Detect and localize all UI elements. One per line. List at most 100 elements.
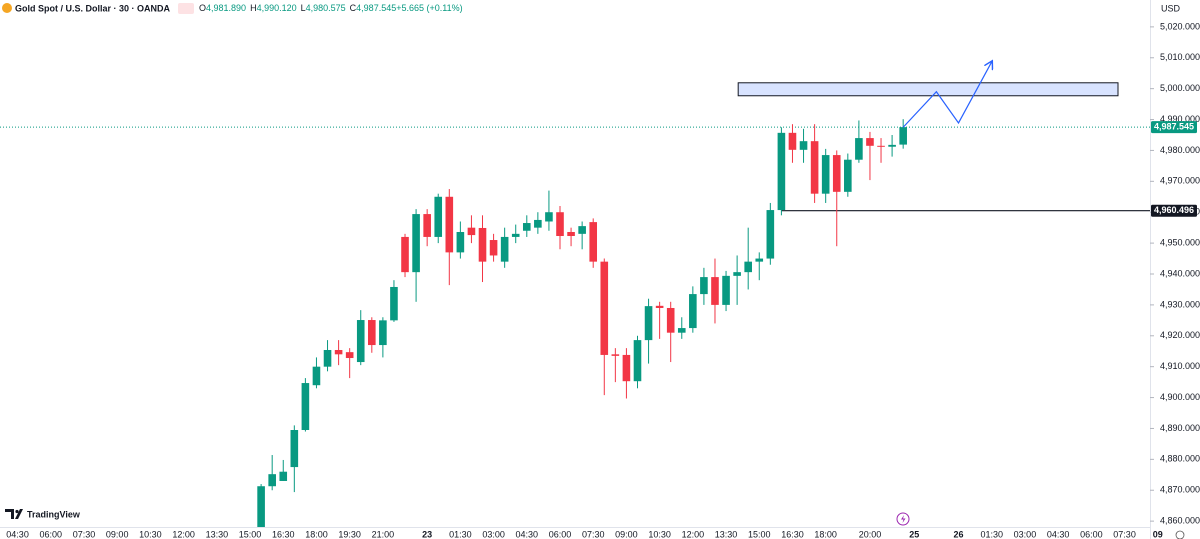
x-tick-label: 03:00 <box>1014 529 1037 539</box>
x-tick-label: 09 <box>1153 529 1163 539</box>
candle-body <box>522 223 531 231</box>
x-tick-label: 01:30 <box>980 529 1003 539</box>
candle-body <box>257 486 265 527</box>
candle-body <box>677 328 686 333</box>
x-tick-label: 18:00 <box>814 529 837 539</box>
candle-body <box>534 219 542 228</box>
x-tick-label: 16:30 <box>781 529 804 539</box>
settings-icon <box>1175 530 1185 539</box>
candle-body <box>855 138 863 160</box>
candle-body <box>489 240 498 256</box>
candle-body <box>711 277 719 305</box>
readout-value: 4,987.545 <box>356 3 396 13</box>
x-tick-label: 09:00 <box>106 529 129 539</box>
y-tick-label: 5,010.000 <box>1160 52 1200 62</box>
x-tick-label: 10:30 <box>648 529 671 539</box>
readout-key: H <box>250 3 257 13</box>
y-tick-label: 4,880.000 <box>1160 454 1200 464</box>
candle-body <box>478 227 487 262</box>
candle-body <box>334 349 343 355</box>
readout-value: 4,980.575 <box>306 3 346 13</box>
readout-key: C <box>350 3 357 13</box>
candle-body <box>666 307 675 333</box>
y-tick-label: 4,980.000 <box>1160 145 1200 155</box>
y-tick-label: 5,020.000 <box>1160 21 1200 31</box>
symbol-badge <box>178 3 194 14</box>
y-tick-label: 4,890.000 <box>1160 423 1200 433</box>
x-tick-label: 15:00 <box>748 529 771 539</box>
candle-body <box>766 210 775 259</box>
candle-body <box>445 196 454 253</box>
candle-body <box>301 383 310 431</box>
x-tick-label: 04:30 <box>516 529 539 539</box>
x-tick-label: 13:30 <box>715 529 738 539</box>
level-tag <box>1151 204 1197 217</box>
candle-body <box>589 222 598 262</box>
currency-label: USD <box>1161 3 1181 13</box>
candle-body <box>611 354 620 356</box>
candle-body <box>744 261 752 273</box>
candle-body <box>788 132 797 150</box>
x-tick-label: 01:30 <box>449 529 472 539</box>
x-tick-label: 26 <box>954 529 964 539</box>
candle-body <box>467 227 476 236</box>
candle-body <box>379 320 387 346</box>
brand-name: TradingView <box>27 509 81 519</box>
candle-body <box>456 231 465 253</box>
x-tick-label: 21:00 <box>372 529 395 539</box>
x-tick-label: 12:00 <box>682 529 705 539</box>
x-tick-label: 25 <box>909 529 919 539</box>
candle-body <box>622 354 631 382</box>
candle-body <box>633 340 642 382</box>
supply-zone <box>737 82 1119 97</box>
x-tick-label: 06:00 <box>40 529 63 539</box>
y-tick-label: 4,970.000 <box>1160 176 1200 186</box>
y-tick-label: 4,860.000 <box>1160 516 1200 526</box>
candle-body <box>390 286 398 321</box>
candle-body <box>899 127 907 145</box>
brand-logo <box>5 509 23 519</box>
candle-body <box>810 141 819 194</box>
last-price-label: 4,987.545 <box>1154 122 1194 132</box>
y-tick-label: 4,900.000 <box>1160 392 1200 402</box>
x-tick-label: 15:00 <box>239 529 262 539</box>
readout-value: +5.665 (+0.11%) <box>396 3 462 13</box>
candle-body <box>434 196 443 237</box>
candle-body <box>799 141 808 150</box>
candle-body <box>777 132 786 211</box>
y-tick-label: 4,920.000 <box>1160 330 1200 340</box>
candle-body <box>689 294 697 329</box>
x-tick-label: 19:30 <box>338 529 361 539</box>
x-tick-label: 10:30 <box>139 529 162 539</box>
event-bolt <box>901 515 906 523</box>
candle-body <box>323 349 332 367</box>
y-tick-label: 5,000.000 <box>1160 83 1200 93</box>
x-tick-label: 03:00 <box>482 529 505 539</box>
candle-body <box>755 258 764 262</box>
x-tick-label: 13:30 <box>206 529 229 539</box>
candle-body <box>600 261 609 355</box>
level-label: 4,960.496 <box>1154 205 1194 215</box>
candle-body <box>423 214 431 237</box>
y-tick-label: 4,950.000 <box>1160 237 1200 247</box>
x-tick-label: 16:30 <box>272 529 295 539</box>
axes: 4,860.000 4,870.000 4,880.000 4,890.000 4,90… <box>6 21 1200 539</box>
x-tick-label: 12:00 <box>172 529 195 539</box>
plot-area <box>0 62 1150 527</box>
candle-body <box>700 277 708 295</box>
x-tick-label: 07:30 <box>1113 529 1136 539</box>
candle-body <box>511 233 520 237</box>
candle-body <box>722 275 730 305</box>
candle-body <box>412 214 420 273</box>
y-tick-label: 4,940.000 <box>1160 268 1200 278</box>
candle-body <box>368 320 376 346</box>
candle-body <box>345 352 354 359</box>
candle-body <box>500 236 509 262</box>
candle-body <box>290 430 299 468</box>
y-tick-label: 4,870.000 <box>1160 485 1200 495</box>
candle-body <box>312 366 321 386</box>
candle-body <box>866 138 874 146</box>
